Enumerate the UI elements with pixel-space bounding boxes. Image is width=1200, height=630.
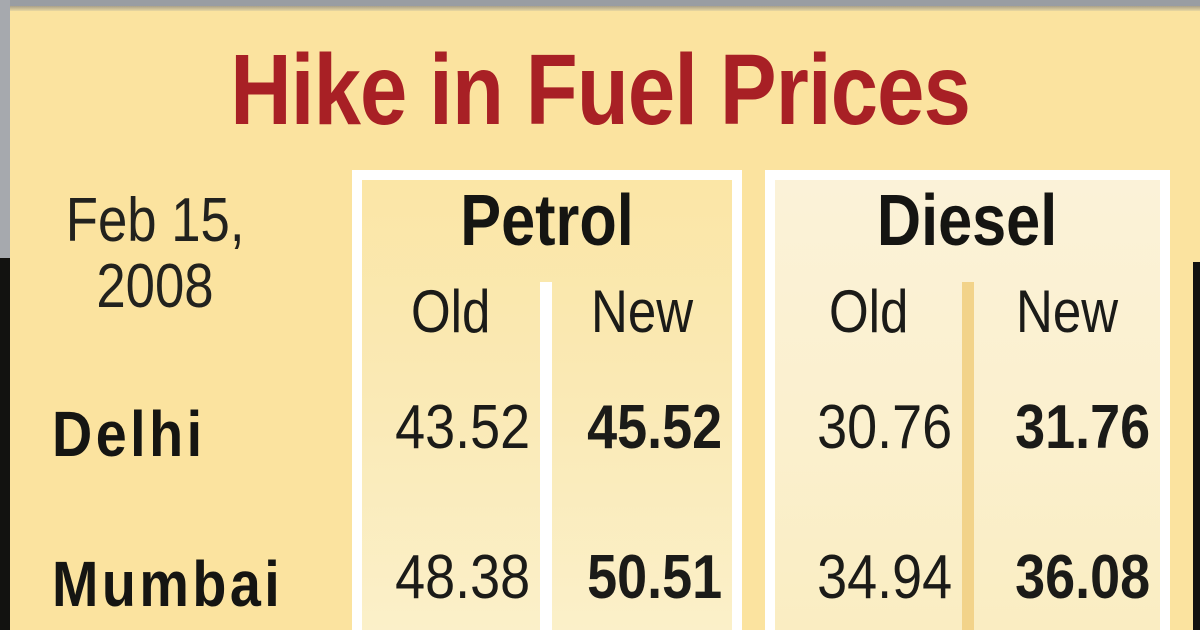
diesel-panel: Diesel Old New 30.76 31.76 34.94 36.08 — [765, 170, 1170, 630]
date-label: Feb 15, 2008 — [40, 188, 270, 320]
mumbai-diesel-new-text: 36.08 — [1015, 543, 1150, 612]
diesel-new-header-text: New — [1015, 278, 1119, 345]
mumbai-petrol-new-text: 50.51 — [587, 543, 722, 612]
delhi-petrol-new-value: 45.52 — [552, 395, 732, 461]
delhi-petrol-new-text: 45.52 — [587, 393, 722, 462]
page-title: Hike in Fuel Prices — [0, 38, 1200, 142]
mumbai-diesel-old-value: 34.94 — [775, 545, 962, 611]
diesel-old-column-header: Old — [775, 280, 962, 344]
petrol-panel: Petrol Old New 43.52 45.52 48.38 50.51 — [352, 170, 742, 630]
mumbai-petrol-new-value: 50.51 — [552, 545, 732, 611]
diesel-header: Diesel — [775, 184, 1160, 258]
delhi-diesel-old-value: 30.76 — [775, 395, 962, 461]
delhi-diesel-old-text: 30.76 — [817, 393, 952, 462]
left-edge-black-strip — [0, 258, 10, 630]
petrol-old-column-header: Old — [362, 280, 540, 344]
mumbai-label-text: Mumbai — [52, 548, 284, 620]
mumbai-diesel-new-value: 36.08 — [974, 545, 1160, 611]
date-line-2: 2008 — [96, 252, 214, 321]
diesel-new-column-header: New — [974, 280, 1160, 344]
petrol-old-new-divider — [540, 282, 552, 630]
row-label-mumbai: Mumbai — [52, 550, 318, 618]
petrol-new-column-header: New — [552, 280, 732, 344]
left-edge-gray-strip — [0, 0, 10, 258]
page-title-text: Hike in Fuel Prices — [230, 34, 971, 146]
petrol-header-text: Petrol — [460, 181, 634, 261]
right-edge-black-strip — [1193, 262, 1200, 630]
petrol-new-header-text: New — [590, 278, 694, 345]
diesel-old-new-divider — [962, 282, 974, 630]
date-line-1: Feb 15, — [65, 186, 245, 255]
delhi-diesel-new-text: 31.76 — [1015, 393, 1150, 462]
petrol-old-header-text: Old — [411, 278, 491, 345]
mumbai-diesel-old-text: 34.94 — [817, 543, 952, 612]
delhi-label-text: Delhi — [52, 398, 206, 470]
delhi-petrol-old-text: 43.52 — [395, 393, 530, 462]
delhi-petrol-old-value: 43.52 — [362, 395, 540, 461]
mumbai-petrol-old-value: 48.38 — [362, 545, 540, 611]
top-edge-strip — [0, 0, 1200, 6]
top-edge-shadow — [0, 6, 1200, 11]
diesel-old-header-text: Old — [828, 278, 909, 345]
row-label-delhi: Delhi — [52, 400, 228, 468]
petrol-header: Petrol — [362, 184, 732, 258]
delhi-diesel-new-value: 31.76 — [974, 395, 1160, 461]
diesel-header-text: Diesel — [877, 181, 1058, 261]
mumbai-petrol-old-text: 48.38 — [395, 543, 530, 612]
